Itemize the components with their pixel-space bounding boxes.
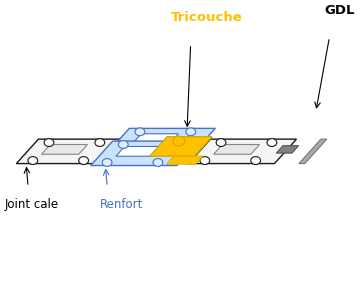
Polygon shape — [213, 145, 260, 154]
Polygon shape — [299, 139, 327, 164]
Ellipse shape — [102, 159, 112, 166]
Ellipse shape — [44, 139, 54, 146]
Ellipse shape — [135, 128, 145, 136]
Polygon shape — [16, 139, 125, 164]
Polygon shape — [166, 156, 203, 164]
Polygon shape — [188, 139, 297, 164]
Ellipse shape — [118, 141, 128, 148]
Polygon shape — [116, 146, 162, 156]
Text: GDL: GDL — [325, 4, 355, 18]
Polygon shape — [150, 137, 212, 156]
Ellipse shape — [173, 136, 185, 146]
Polygon shape — [91, 141, 199, 166]
Text: Joint cale: Joint cale — [5, 198, 59, 211]
Ellipse shape — [95, 139, 105, 146]
Ellipse shape — [216, 139, 226, 146]
Ellipse shape — [169, 141, 179, 148]
Ellipse shape — [170, 146, 179, 154]
Polygon shape — [104, 146, 126, 153]
Ellipse shape — [251, 157, 261, 164]
Text: Renfort: Renfort — [99, 198, 143, 211]
Ellipse shape — [28, 157, 38, 164]
Text: Tricouche: Tricouche — [171, 11, 243, 24]
Ellipse shape — [186, 128, 195, 136]
Ellipse shape — [267, 139, 277, 146]
Ellipse shape — [119, 146, 129, 154]
Polygon shape — [132, 134, 179, 144]
Polygon shape — [276, 146, 298, 153]
Ellipse shape — [79, 157, 89, 164]
Polygon shape — [41, 145, 87, 154]
Ellipse shape — [153, 159, 163, 166]
Polygon shape — [107, 128, 215, 153]
Ellipse shape — [200, 157, 210, 164]
